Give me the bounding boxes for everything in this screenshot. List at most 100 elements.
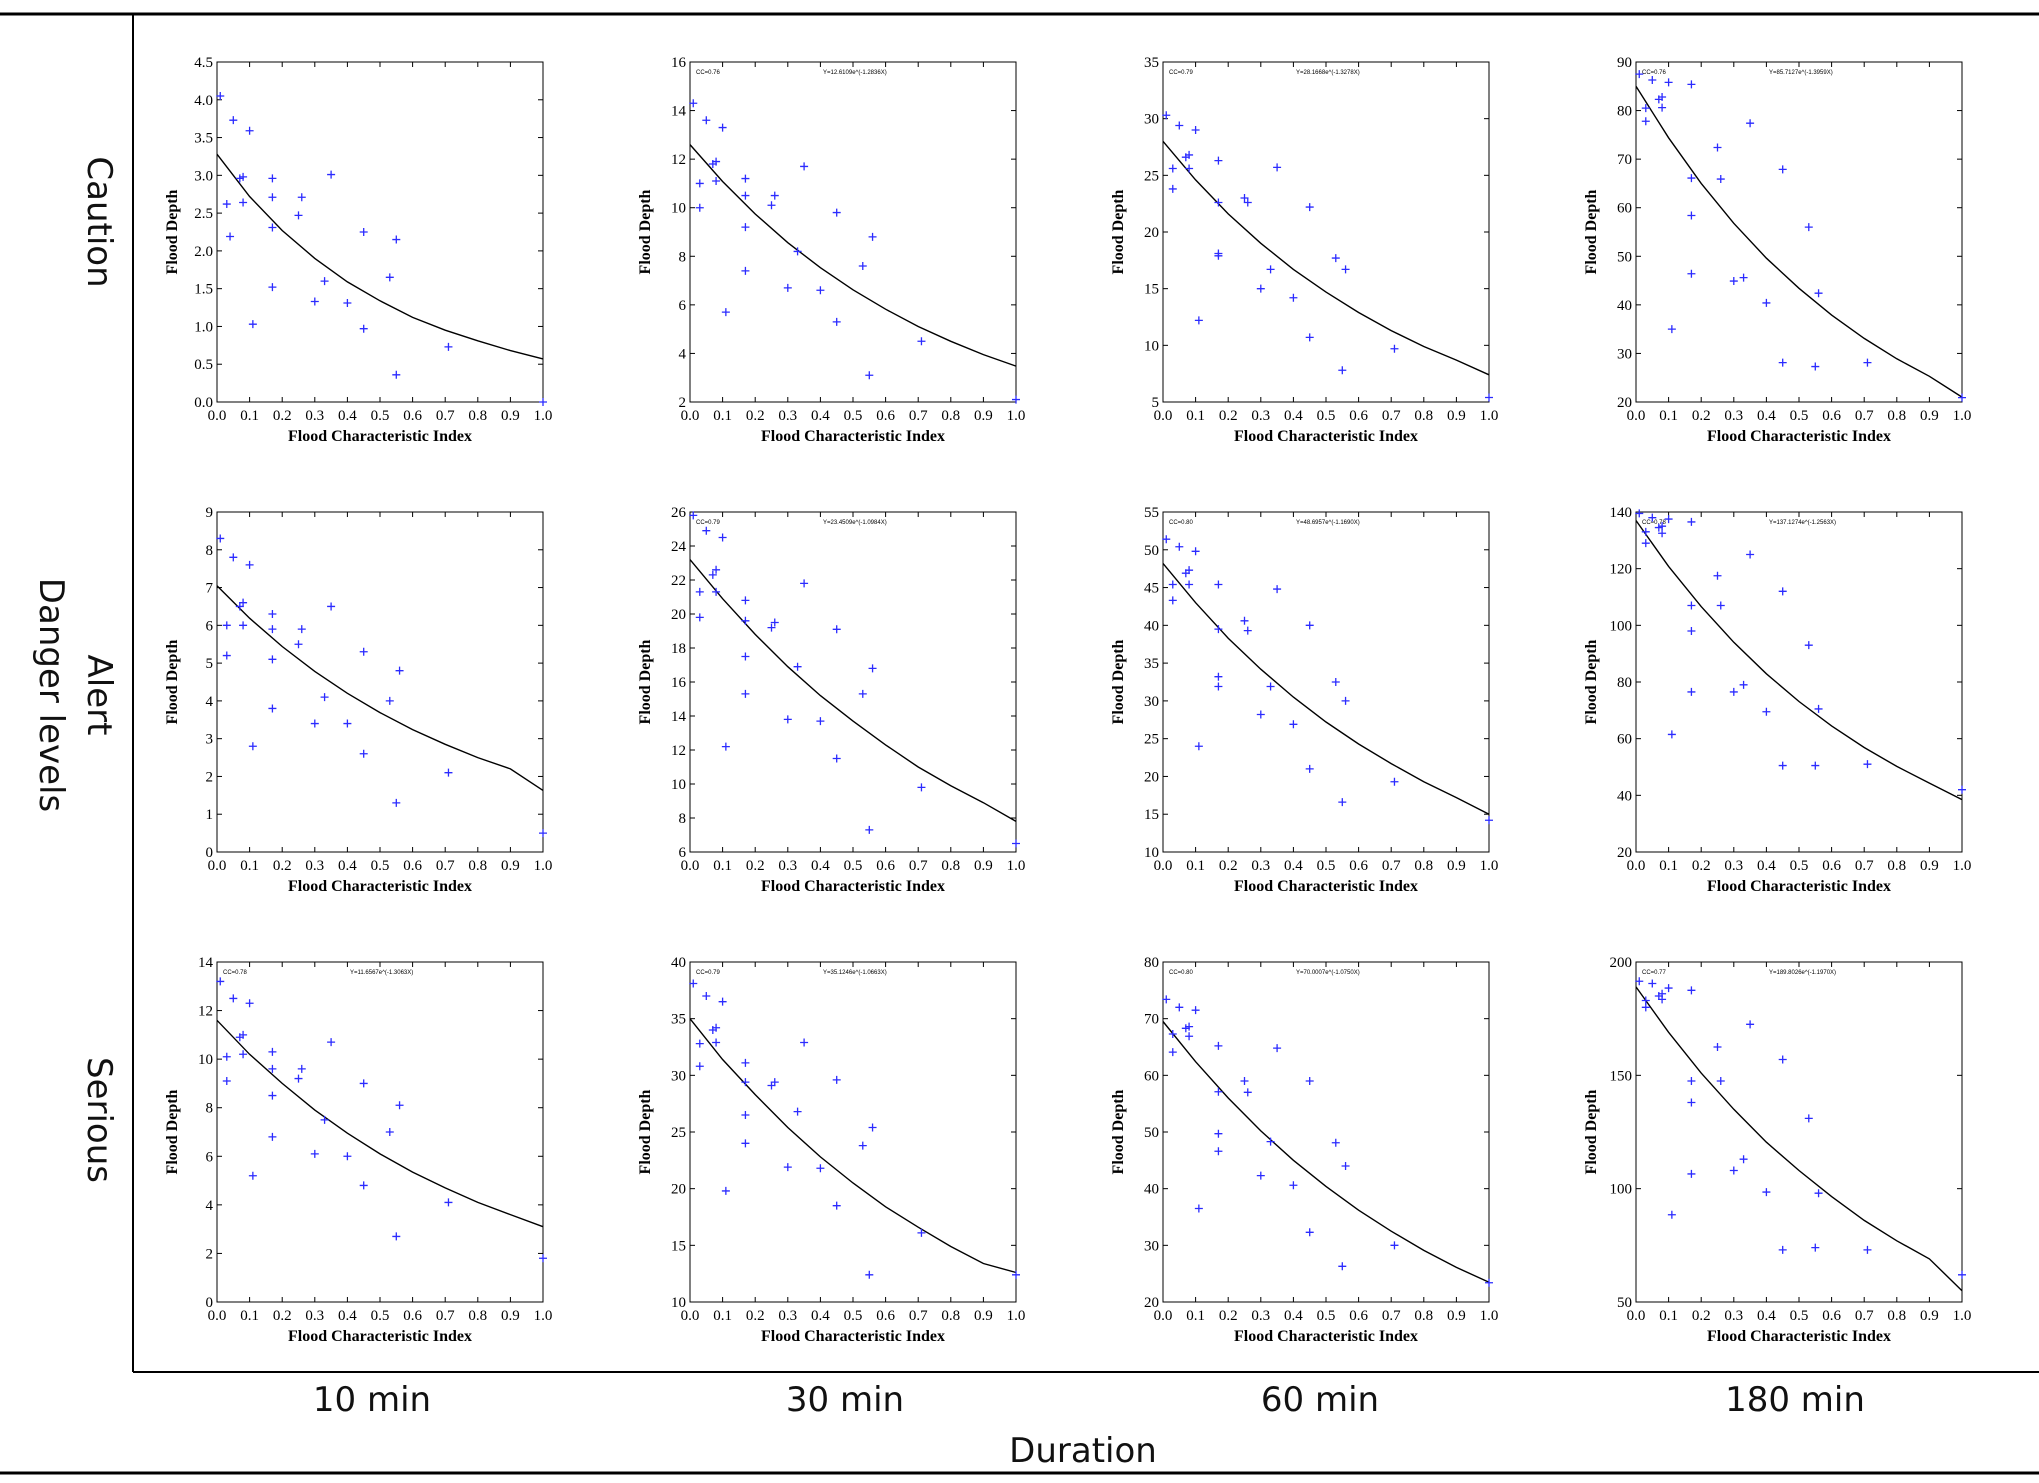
x-tick-label: 0.4 xyxy=(338,858,357,874)
y-tick-label: 0.5 xyxy=(194,357,213,373)
data-point xyxy=(1168,1048,1177,1057)
data-point xyxy=(1687,211,1696,220)
y-tick-label: 3 xyxy=(206,732,214,748)
equation-annotation: Y=28.1668e^(-1.3278X) xyxy=(1296,70,1360,76)
data-point xyxy=(793,1107,802,1116)
data-point xyxy=(1729,687,1738,696)
data-point xyxy=(1641,117,1650,126)
y-tick-label: 30 xyxy=(671,1068,686,1084)
x-tick-label: 0.3 xyxy=(305,408,324,424)
data-point xyxy=(248,320,257,329)
fit-curve xyxy=(216,153,544,360)
plot-area xyxy=(1635,511,1963,853)
data-point xyxy=(392,370,401,379)
y-tick-label: 0.0 xyxy=(194,395,213,411)
y-tick-label: 20 xyxy=(1617,845,1632,861)
data-point xyxy=(1168,596,1177,605)
data-point xyxy=(444,342,453,351)
data-point xyxy=(712,177,721,185)
x-tick-label: 0.4 xyxy=(1757,408,1776,424)
fit-curve xyxy=(689,559,1017,823)
x-tick-label: 0.1 xyxy=(1659,408,1678,424)
data-point xyxy=(1338,366,1347,375)
data-point xyxy=(868,664,877,673)
data-point xyxy=(1185,1032,1194,1041)
data-point xyxy=(689,511,698,520)
data-point xyxy=(1713,571,1722,580)
data-point xyxy=(444,1198,453,1207)
data-point xyxy=(1390,777,1399,786)
data-point xyxy=(712,1038,721,1047)
data-point xyxy=(1664,984,1673,993)
x-tick-label: 0.2 xyxy=(273,858,292,874)
data-point xyxy=(858,1141,867,1150)
data-point xyxy=(239,1050,248,1059)
x-tick-label: 0.4 xyxy=(811,1308,830,1324)
data-point xyxy=(1341,1162,1350,1170)
data-point xyxy=(248,1171,257,1180)
data-point xyxy=(800,162,809,171)
y-tick-label: 4 xyxy=(206,694,214,710)
y-tick-label: 45 xyxy=(1144,581,1159,597)
data-point xyxy=(1191,1006,1200,1015)
x-tick-label: 0.3 xyxy=(305,858,324,874)
x-tick-label: 0.1 xyxy=(713,858,732,874)
data-point xyxy=(216,92,225,100)
y-tick-label: 100 xyxy=(1610,618,1633,634)
data-point xyxy=(1214,682,1223,691)
data-point xyxy=(1687,174,1696,183)
x-tick-label: 0.9 xyxy=(501,408,520,424)
data-point xyxy=(1168,580,1177,589)
y-tick-label: 90 xyxy=(1617,55,1632,71)
y-tick-label: 14 xyxy=(671,104,687,120)
data-point xyxy=(1778,358,1787,367)
data-point xyxy=(741,191,750,200)
x-tick-label: 0.0 xyxy=(208,408,227,424)
data-point xyxy=(1012,1270,1020,1279)
cc-annotation: CC=0.76 xyxy=(696,70,721,76)
x-tick-label: 0.8 xyxy=(1887,858,1906,874)
x-tick-label: 0.7 xyxy=(909,858,928,874)
data-point xyxy=(395,1101,404,1110)
x-tick-label: 0.0 xyxy=(681,1308,700,1324)
data-point xyxy=(1687,687,1696,696)
subplot-alert-180min: 20 40 60 80 100 120 140 0.0 0.1 0.2 0.3 0.4 0.5 0.6 0.… xyxy=(1583,505,1971,895)
data-point xyxy=(1746,1020,1755,1029)
data-point xyxy=(1958,785,1966,794)
data-point xyxy=(1012,839,1020,848)
data-point xyxy=(1266,1137,1275,1146)
y-tick-label: 40 xyxy=(1144,618,1159,634)
subplot-alert-10min: 0 1 2 3 4 5 6 7 8 9 0.0 0.1 0.2 0.3 0.4 0.5 0.6 0.7 0.8 0.9… xyxy=(164,505,552,895)
data-point xyxy=(1658,522,1667,531)
data-point xyxy=(1863,358,1872,367)
x-tick-label: 0.5 xyxy=(1790,408,1809,424)
data-point xyxy=(1289,720,1298,729)
data-point xyxy=(1191,547,1200,556)
x-tick-label: 0.9 xyxy=(1920,1308,1939,1324)
data-point xyxy=(695,587,704,596)
data-point xyxy=(1778,761,1787,770)
data-point xyxy=(310,297,319,306)
y-tick-label: 70 xyxy=(1617,152,1632,168)
x-tick-label: 0.7 xyxy=(436,858,455,874)
y-axis-label: Flood Depth xyxy=(1583,1089,1600,1174)
data-point xyxy=(539,829,547,838)
data-point xyxy=(1289,1181,1298,1190)
data-point xyxy=(1331,1138,1340,1147)
x-tick-label: 0.5 xyxy=(844,1308,863,1324)
data-point xyxy=(741,266,750,275)
data-point xyxy=(832,1201,841,1210)
x-tick-label: 0.0 xyxy=(208,858,227,874)
x-tick-label: 0.8 xyxy=(941,1308,960,1324)
x-tick-label: 0.1 xyxy=(713,1308,732,1324)
data-point xyxy=(327,170,336,179)
data-point xyxy=(741,1111,750,1119)
x-tick-label: 0.3 xyxy=(778,858,797,874)
data-point xyxy=(539,398,547,406)
y-tick-label: 14 xyxy=(198,955,214,971)
data-point xyxy=(320,693,329,702)
x-tick-label: 0.9 xyxy=(1920,408,1939,424)
y-tick-label: 4.0 xyxy=(194,93,213,109)
data-point xyxy=(268,704,277,713)
subplot-serious-10min: 0 2 4 6 8 10 12 14 0.0 0.1 0.2 0.3 0.4 0.5 0.6 0.7 0.8 0.… xyxy=(164,955,552,1345)
